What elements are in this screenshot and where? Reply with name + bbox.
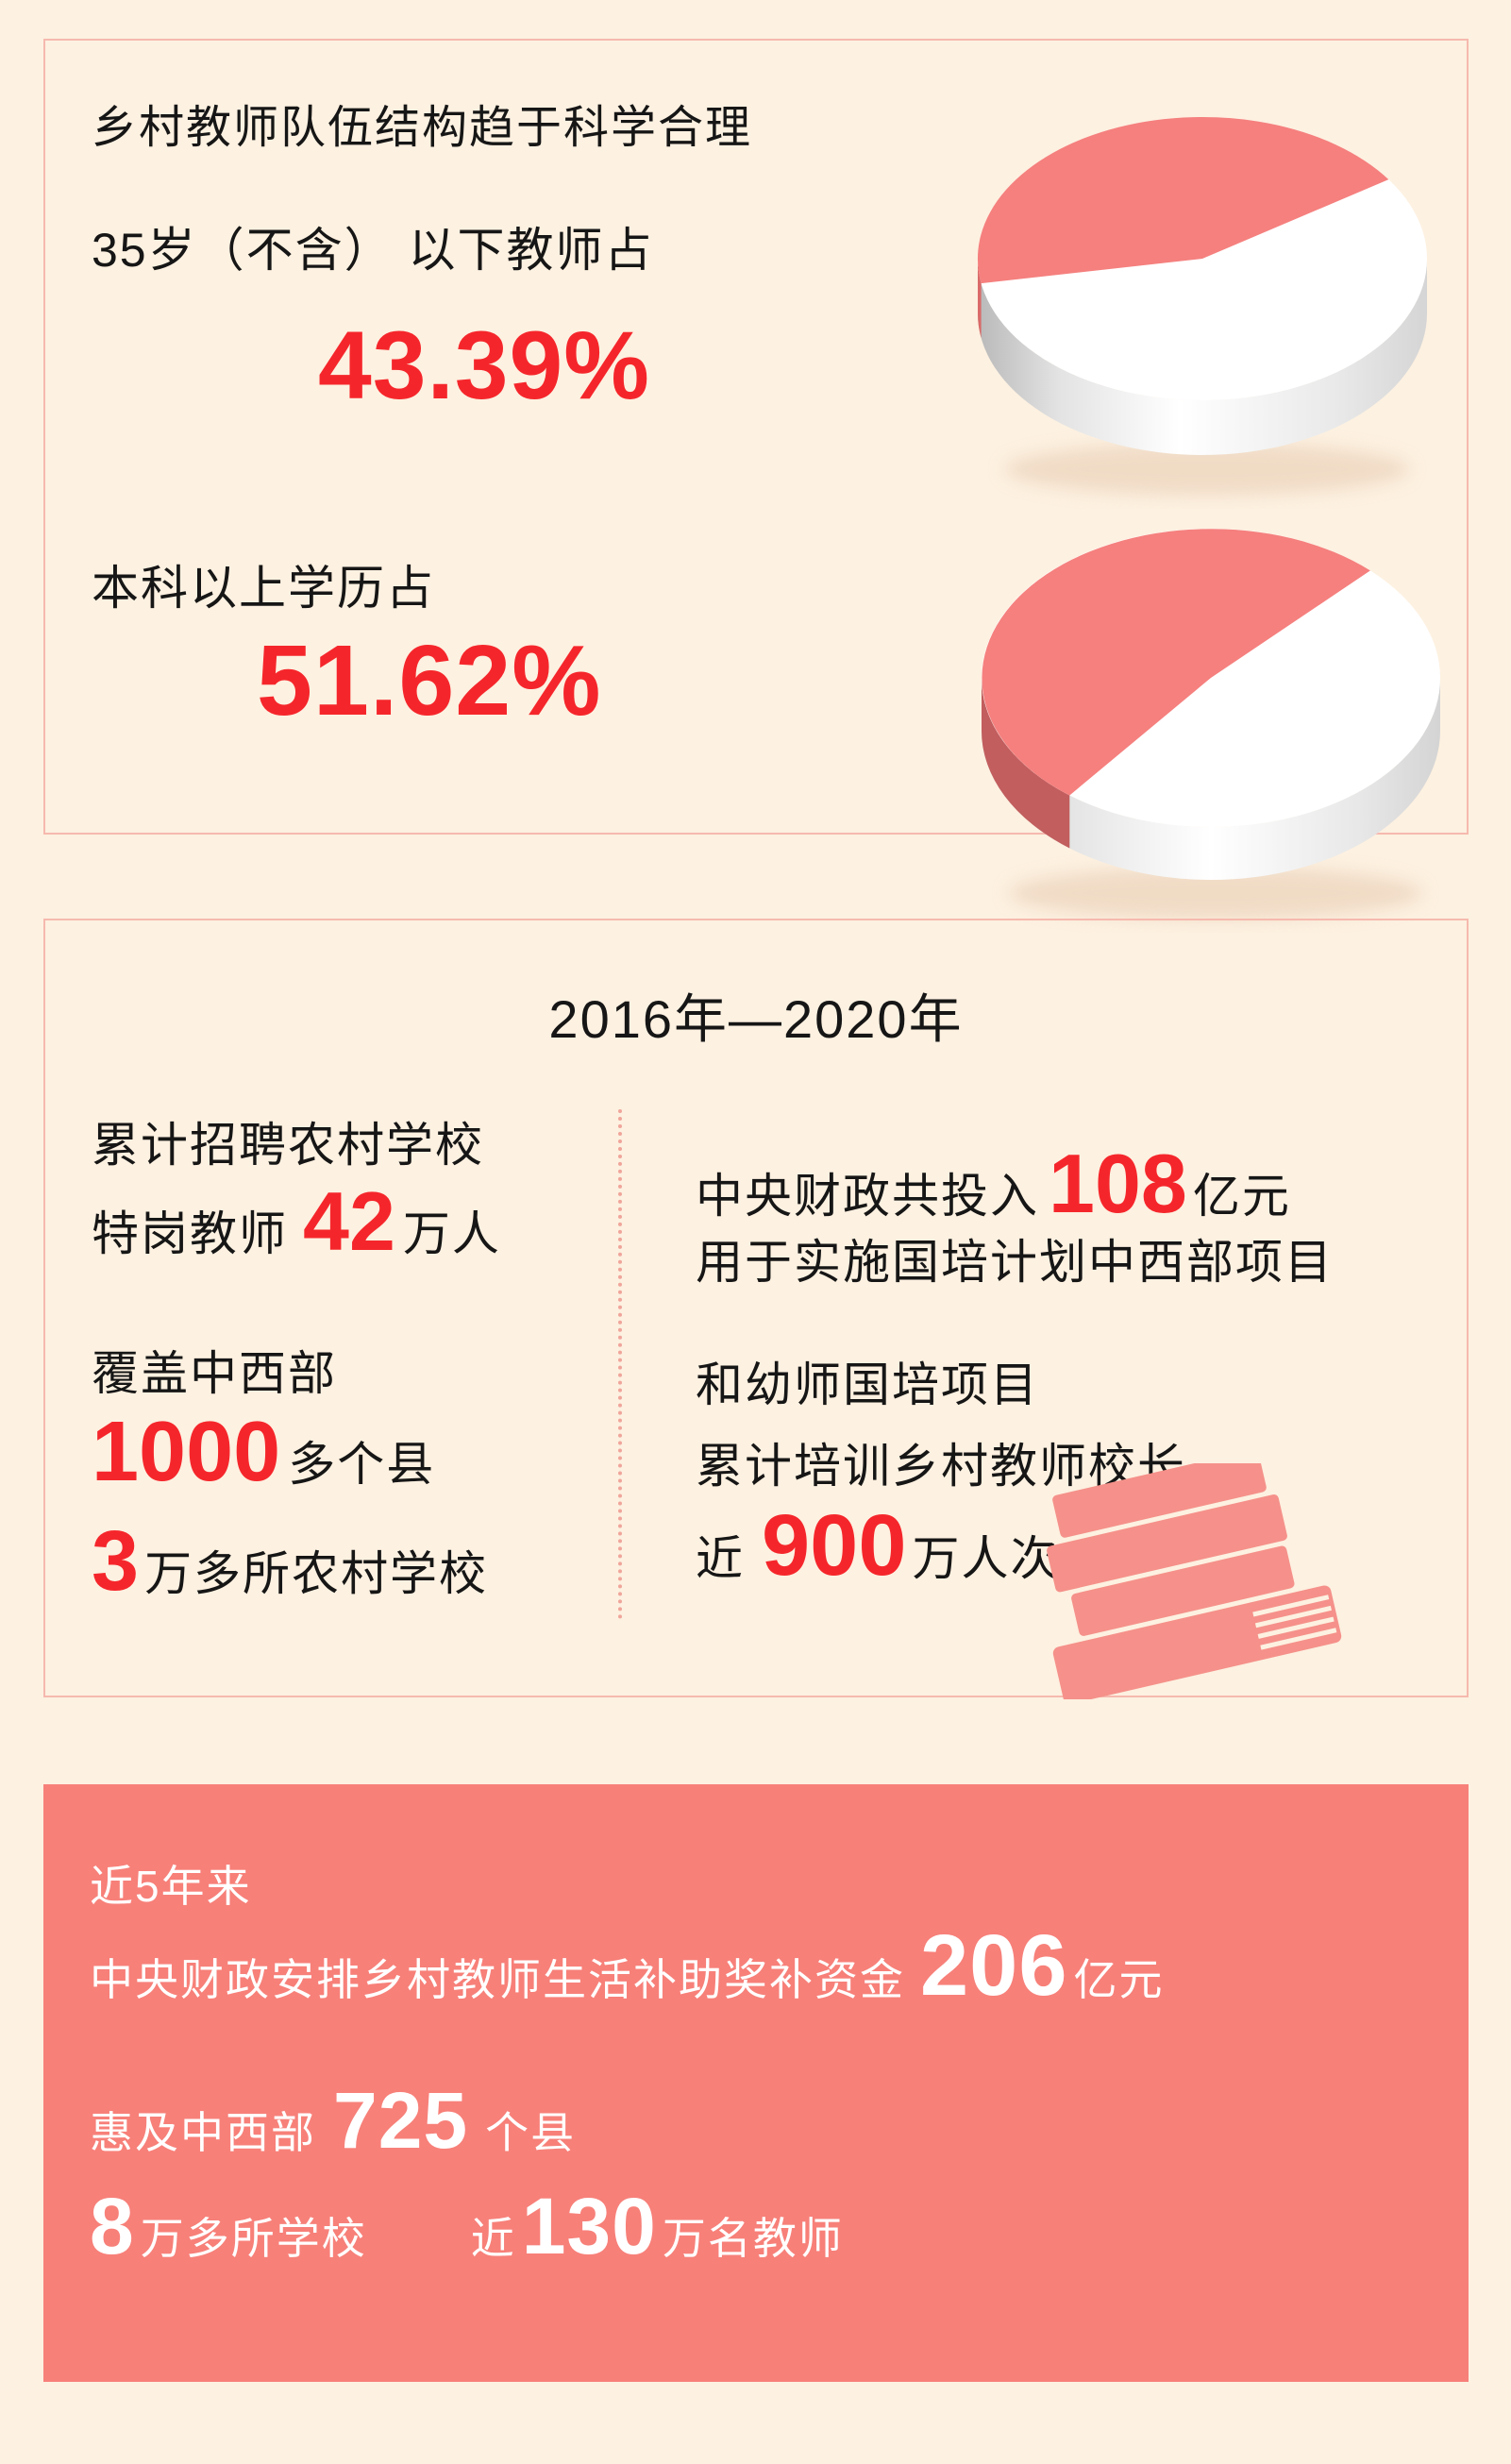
mid-left-line2-pre: 特岗教师: [92, 1207, 288, 1260]
panel-top-title: 乡村教师队伍结构趋于科学合理: [92, 103, 753, 153]
panel-teacher-structure: 乡村教师队伍结构趋于科学合理 35岁（不含） 以下教师占 43.39%: [43, 39, 1469, 920]
stat-degree-value: 51.62%: [257, 625, 602, 736]
bottom-line3-number: 725: [333, 2076, 469, 2165]
pie-chart-under-35-svg: [977, 116, 1427, 496]
bottom-line2-number: 206: [920, 1917, 1068, 2014]
mid-left-line4: 1000 多个县: [92, 1404, 435, 1501]
mid-right-line4: 累计培训乡村教师校长: [696, 1440, 1186, 1493]
dotted-divider: [618, 1109, 622, 1619]
panel-living-subsidy: 近5年来 中央财政安排乡村教师生活补助奖补资金 206 亿元 惠及中西部 725…: [43, 1784, 1469, 2382]
bottom-line4-post2: 万名教师: [662, 2214, 844, 2263]
pie-chart-degree-svg: [982, 529, 1440, 920]
mid-left-line2-post: 万人: [402, 1207, 501, 1260]
bottom-line4-number2: 130: [521, 2182, 657, 2270]
stat-under35-value: 43.39%: [318, 312, 650, 419]
mid-left-line5-post: 万多所农村学校: [144, 1547, 489, 1600]
mid-right-line3: 和幼师国培项目: [696, 1359, 1039, 1411]
mid-right-line1: 中央财政共投入 108 亿元: [696, 1136, 1291, 1232]
stat-degree-label: 本科以上学历占: [92, 562, 435, 615]
mid-left-line3: 覆盖中西部: [92, 1347, 337, 1400]
mid-right-line1-post: 亿元: [1192, 1170, 1291, 1223]
pie-chart-degree: [980, 517, 1442, 933]
bottom-line2: 中央财政安排乡村教师生活补助奖补资金 206 亿元: [90, 1916, 1165, 2016]
books-icon: [1017, 1463, 1348, 1699]
mid-right-line1-number: 108: [1049, 1137, 1187, 1230]
mid-left-line1: 累计招聘农村学校: [92, 1119, 484, 1172]
bottom-line4: 8 万多所学校 近 130 万名教师: [90, 2181, 844, 2272]
bottom-line4-post1: 万多所学校: [140, 2214, 367, 2263]
mid-left-line5-number: 3: [92, 1514, 140, 1609]
bottom-line1: 近5年来: [90, 1862, 252, 1911]
panel-2016-2020: 2016年—2020年 累计招聘农村学校 特岗教师 42 万人 覆盖中西部 10…: [43, 919, 1469, 1699]
panel-mid-title: 2016年—2020年: [548, 989, 964, 1049]
mid-left-line4-number: 1000: [92, 1405, 281, 1499]
bottom-line2-post: 亿元: [1073, 1955, 1165, 2004]
bottom-line4-number1: 8: [90, 2182, 135, 2270]
mid-right-line2: 用于实施国培计划中西部项目: [696, 1236, 1334, 1289]
mid-left-line5: 3 万多所农村学校: [92, 1513, 488, 1611]
bottom-line3-pre: 惠及中西部: [90, 2108, 316, 2157]
mid-right-line5-number: 900: [762, 1497, 907, 1594]
stat-under35-label: 35岁（不含） 以下教师占: [92, 224, 654, 277]
bottom-line3-post: 个县: [485, 2108, 577, 2157]
mid-left-line4-post: 多个县: [288, 1438, 436, 1491]
bottom-line4-pre2: 近: [470, 2214, 516, 2263]
mid-right-line1-pre: 中央财政共投入: [696, 1170, 1039, 1223]
bottom-line2-pre: 中央财政安排乡村教师生活补助奖补资金: [90, 1955, 905, 2004]
mid-right-line5-pre: 近: [696, 1532, 745, 1585]
mid-left-line2-number: 42: [303, 1174, 395, 1268]
bottom-line3: 惠及中西部 725 个县: [90, 2075, 576, 2167]
mid-right-line5: 近 900 万人次: [696, 1496, 1060, 1595]
mid-right-line5-post: 万人次: [912, 1532, 1060, 1585]
pie-chart-under-35: [976, 103, 1429, 509]
mid-left-line2: 特岗教师 42 万人: [92, 1173, 501, 1270]
